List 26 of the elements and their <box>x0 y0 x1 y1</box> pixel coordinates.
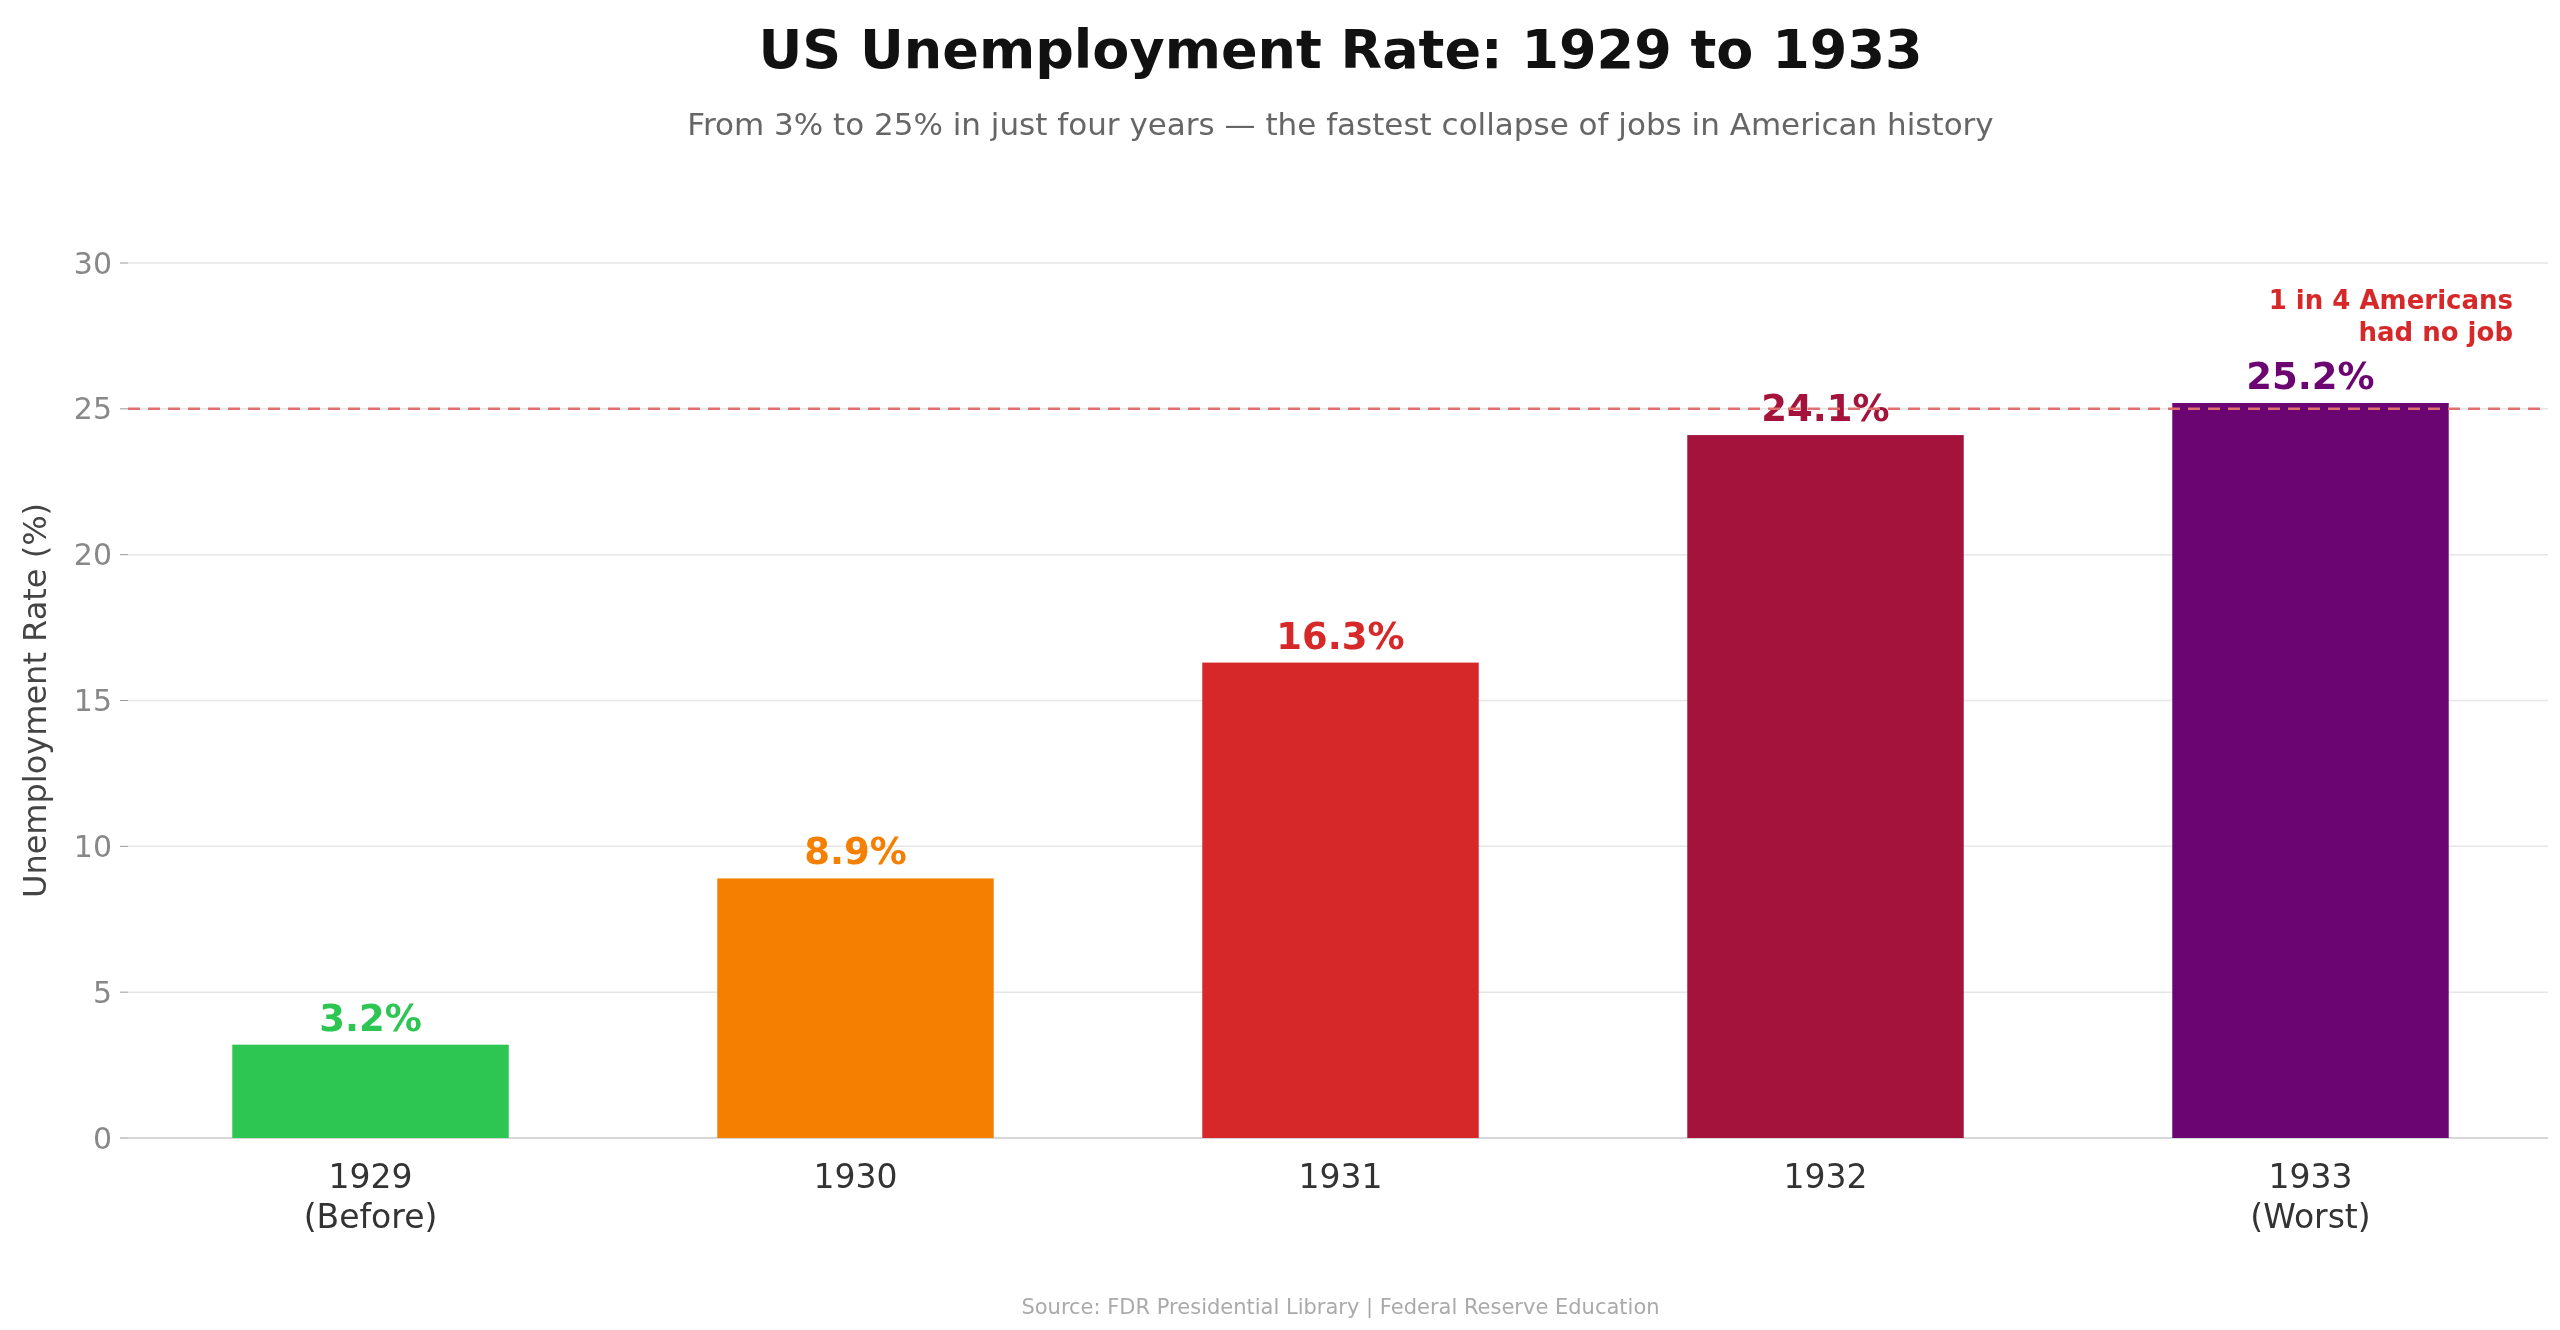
y-tick-label: 30 <box>73 245 112 281</box>
bar <box>232 1044 509 1138</box>
y-tick-label: 5 <box>92 974 112 1010</box>
x-tick-label: 1932 <box>1783 1157 1868 1196</box>
bar <box>717 878 994 1138</box>
bar <box>2172 403 2449 1138</box>
x-tick-label: 1929 (Before) <box>303 1157 438 1236</box>
data-label: 24.1% <box>1761 387 1890 431</box>
y-tick-label: 25 <box>73 391 112 427</box>
data-label: 3.2% <box>319 996 422 1040</box>
data-label: 8.9% <box>804 830 907 874</box>
chart-title: US Unemployment Rate: 1929 to 1933 <box>758 18 1923 81</box>
y-tick-label: 10 <box>73 828 112 864</box>
y-tick-label: 0 <box>92 1120 112 1156</box>
y-tick-label: 20 <box>73 537 112 573</box>
x-tick-label: 1933 (Worst) <box>2250 1157 2371 1236</box>
bar <box>1202 662 1479 1138</box>
data-label: 16.3% <box>1276 614 1405 658</box>
chart-subtitle: From 3% to 25% in just four years — the fastest collapse of jobs in American history <box>687 106 1994 142</box>
y-axis-title: Unemployment Rate (%) <box>16 502 54 899</box>
x-tick-label: 1930 <box>813 1157 898 1196</box>
y-tick-label: 15 <box>73 683 112 718</box>
data-label: 25.2% <box>2246 355 2375 398</box>
x-tick-label: 1931 <box>1298 1157 1383 1196</box>
bar <box>1687 435 1964 1138</box>
ref-line-label: 1 in 4 Americans had no job <box>2268 284 2513 347</box>
